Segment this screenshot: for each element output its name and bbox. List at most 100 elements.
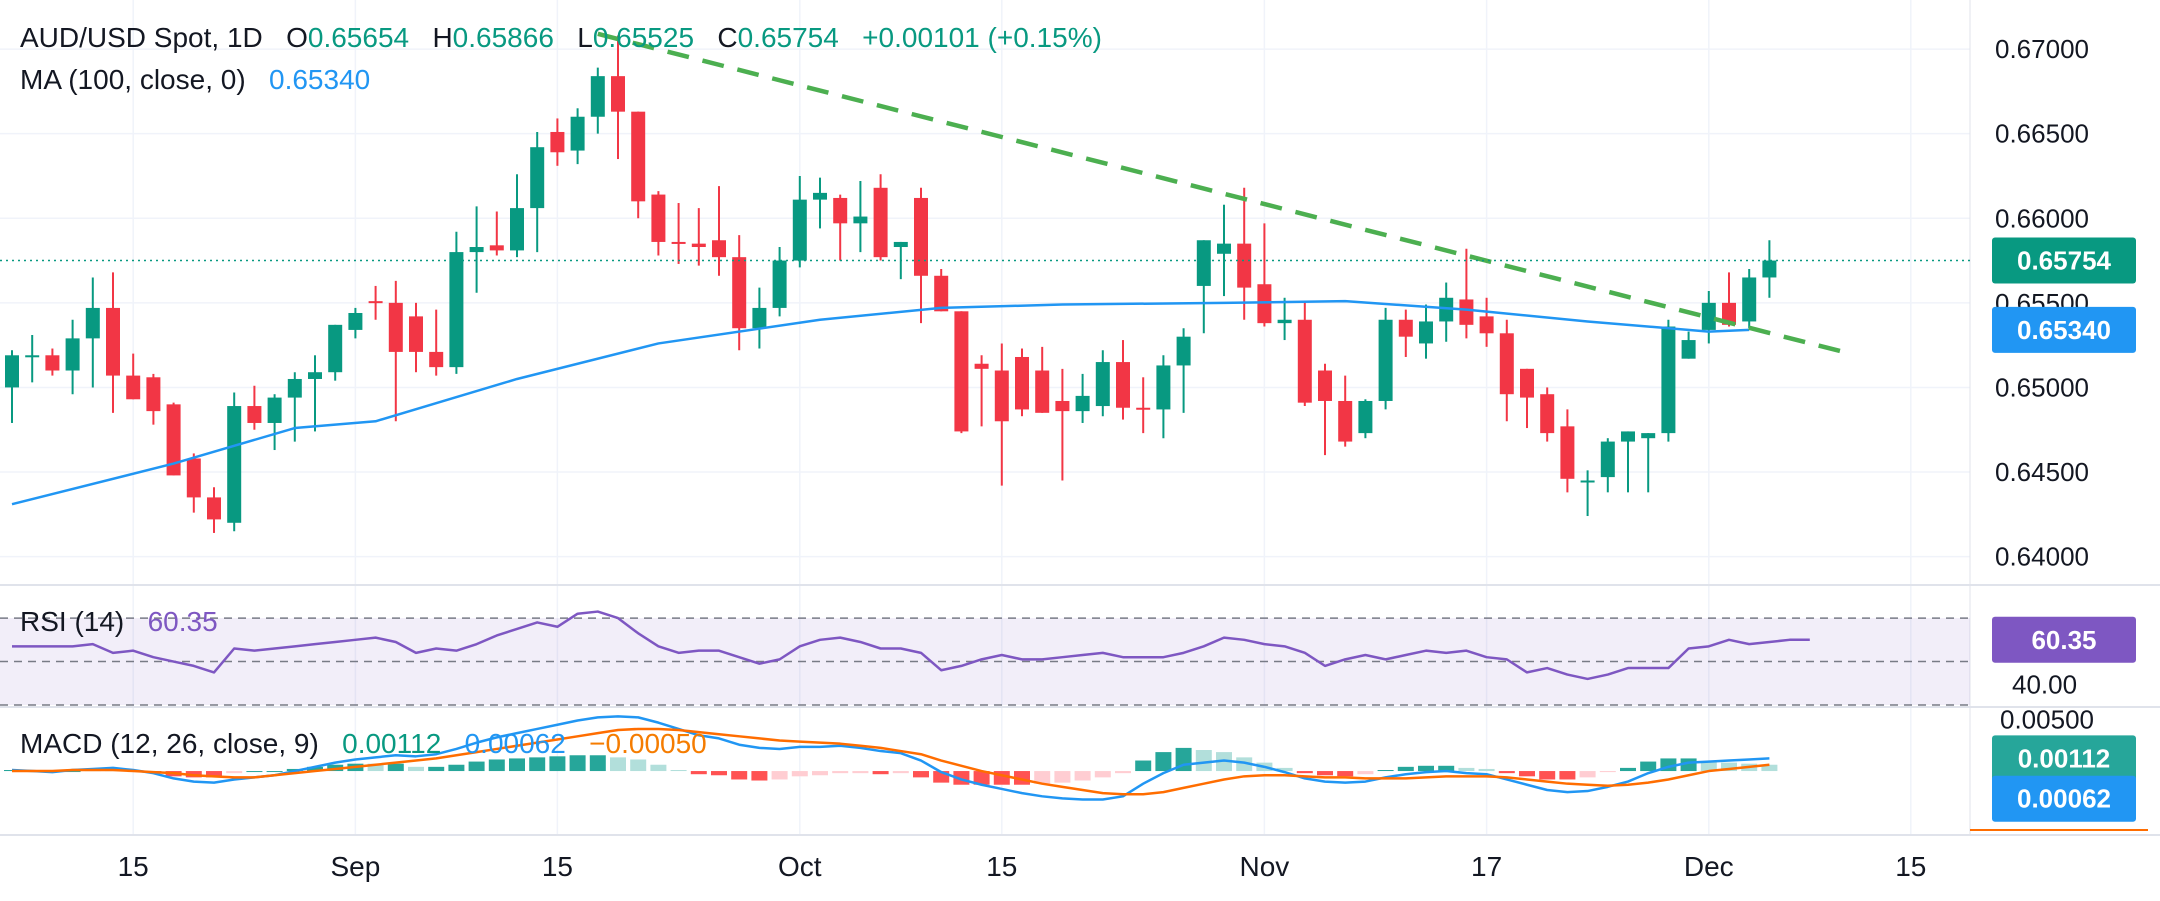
macd-histogram-bar xyxy=(1519,771,1535,777)
macd-tick-label: 0.00500 xyxy=(2000,704,2094,734)
time-tick-label: Dec xyxy=(1684,851,1734,882)
rsi-line xyxy=(12,610,1810,681)
candle-body xyxy=(287,378,302,398)
macd-histogram-bar xyxy=(549,756,566,772)
candle-body xyxy=(1176,336,1191,366)
macd-value: 0.00112 xyxy=(342,728,442,759)
price-tick-label: 0.64000 xyxy=(1995,542,2089,572)
macd-histogram-bar xyxy=(1135,760,1152,772)
macd-histogram-bar xyxy=(973,771,990,785)
ma-legend: MA (100, close, 0) 0.65340 xyxy=(20,64,370,96)
candle-body xyxy=(1257,284,1272,324)
macd-histogram-bar xyxy=(1559,771,1576,780)
macd-histogram-bar xyxy=(307,766,323,772)
open-value: 0.65654 xyxy=(307,22,410,53)
macd-histogram-bar xyxy=(1761,764,1778,772)
time-tick-label: 15 xyxy=(118,851,149,882)
macd-histogram-bar xyxy=(529,757,546,772)
macd-histogram-bar xyxy=(670,770,687,772)
macd-histogram-bar xyxy=(1579,771,1596,778)
macd-histogram-bar xyxy=(812,771,828,776)
candle-body xyxy=(671,241,686,244)
time-tick-label: 15 xyxy=(1895,851,1926,882)
time-tick-label: Nov xyxy=(1240,851,1290,882)
macd-histogram-bar xyxy=(1599,771,1616,773)
macd-histogram-bar xyxy=(1155,752,1172,772)
candle-body xyxy=(1318,370,1332,401)
macd-histogram-bar xyxy=(367,763,384,772)
macd-histogram-bar xyxy=(892,771,909,774)
macd-histogram-bar xyxy=(913,771,929,778)
candle-body xyxy=(5,355,19,388)
macd-histogram-bar xyxy=(1357,771,1374,775)
ma-price-tag: 0.65340 xyxy=(2017,315,2111,345)
last-price-tag-bg xyxy=(1992,237,2136,284)
candle-body xyxy=(853,216,868,224)
candle-body xyxy=(1237,243,1252,288)
candle-body xyxy=(348,312,363,330)
candle-body xyxy=(1378,319,1393,401)
candle-body xyxy=(510,208,524,251)
candle-body xyxy=(712,240,726,258)
candle-body xyxy=(85,307,100,339)
candle-body xyxy=(1419,321,1433,344)
candle-body xyxy=(1338,400,1353,442)
macd-histogram-bar xyxy=(589,755,606,772)
candle-body xyxy=(227,406,242,523)
candle-body xyxy=(1540,394,1555,434)
price-tick-label: 0.64500 xyxy=(1995,457,2089,487)
candle-body xyxy=(1762,260,1777,278)
grid-lines xyxy=(0,0,2160,836)
candle-body xyxy=(25,355,40,358)
candle-body xyxy=(469,247,484,253)
time-tick-label: 15 xyxy=(542,851,573,882)
time-tick-label: 17 xyxy=(1471,851,1502,882)
candle-body xyxy=(893,241,908,248)
price-axis: 0.670000.665000.660000.655000.650000.645… xyxy=(1970,34,2148,831)
candle-body xyxy=(691,243,706,248)
macd-histogram-bar xyxy=(872,771,889,775)
last-price-tag: 0.65754 xyxy=(2017,246,2112,276)
low-value: 0.65525 xyxy=(592,22,695,53)
candles xyxy=(5,35,1777,533)
rsi-legend: RSI (14) 60.35 xyxy=(20,606,218,638)
macd-histogram-bar xyxy=(1034,771,1051,784)
time-tick-label: 15 xyxy=(986,851,1017,882)
high-value: 0.65866 xyxy=(452,22,554,53)
candle-body xyxy=(954,311,969,432)
candle-body xyxy=(752,307,767,329)
candle-body xyxy=(489,245,504,251)
candle-body xyxy=(1459,299,1474,325)
candle-body xyxy=(388,302,403,352)
rsi-tick-label: 40.00 xyxy=(2012,669,2077,699)
ma-label: MA (100, close, 0) xyxy=(20,64,246,95)
macd-histogram-bar xyxy=(64,771,81,773)
candle-body xyxy=(651,194,666,242)
candle-body xyxy=(308,372,322,379)
open-label: O xyxy=(286,22,308,53)
macd-histogram-bar xyxy=(1296,771,1313,774)
candle-body xyxy=(1681,340,1696,359)
macd-histogram-bar xyxy=(650,764,667,772)
candle-body xyxy=(106,307,120,376)
candle-body xyxy=(1580,480,1595,483)
low-label: L xyxy=(577,22,593,53)
candle-body xyxy=(186,458,201,498)
macd-histogram-bar xyxy=(791,771,808,777)
candle-body xyxy=(772,260,787,308)
rsi-label: RSI (14) xyxy=(20,606,125,637)
rsi-value: 60.35 xyxy=(147,606,218,637)
macd-histogram-bar xyxy=(1721,762,1737,772)
macd-histogram-bar xyxy=(731,771,748,780)
macd-histogram-bar xyxy=(1640,761,1657,772)
macd-histogram-bar xyxy=(428,766,445,772)
candle-body xyxy=(813,192,827,200)
high-label: H xyxy=(432,22,453,53)
candle-body xyxy=(934,275,949,312)
candle-body xyxy=(792,199,807,261)
symbol-title: AUD/USD Spot, 1D xyxy=(20,22,263,53)
candle-body xyxy=(530,147,545,209)
macd-histogram-bar xyxy=(569,755,586,772)
candle-body xyxy=(1075,395,1090,412)
